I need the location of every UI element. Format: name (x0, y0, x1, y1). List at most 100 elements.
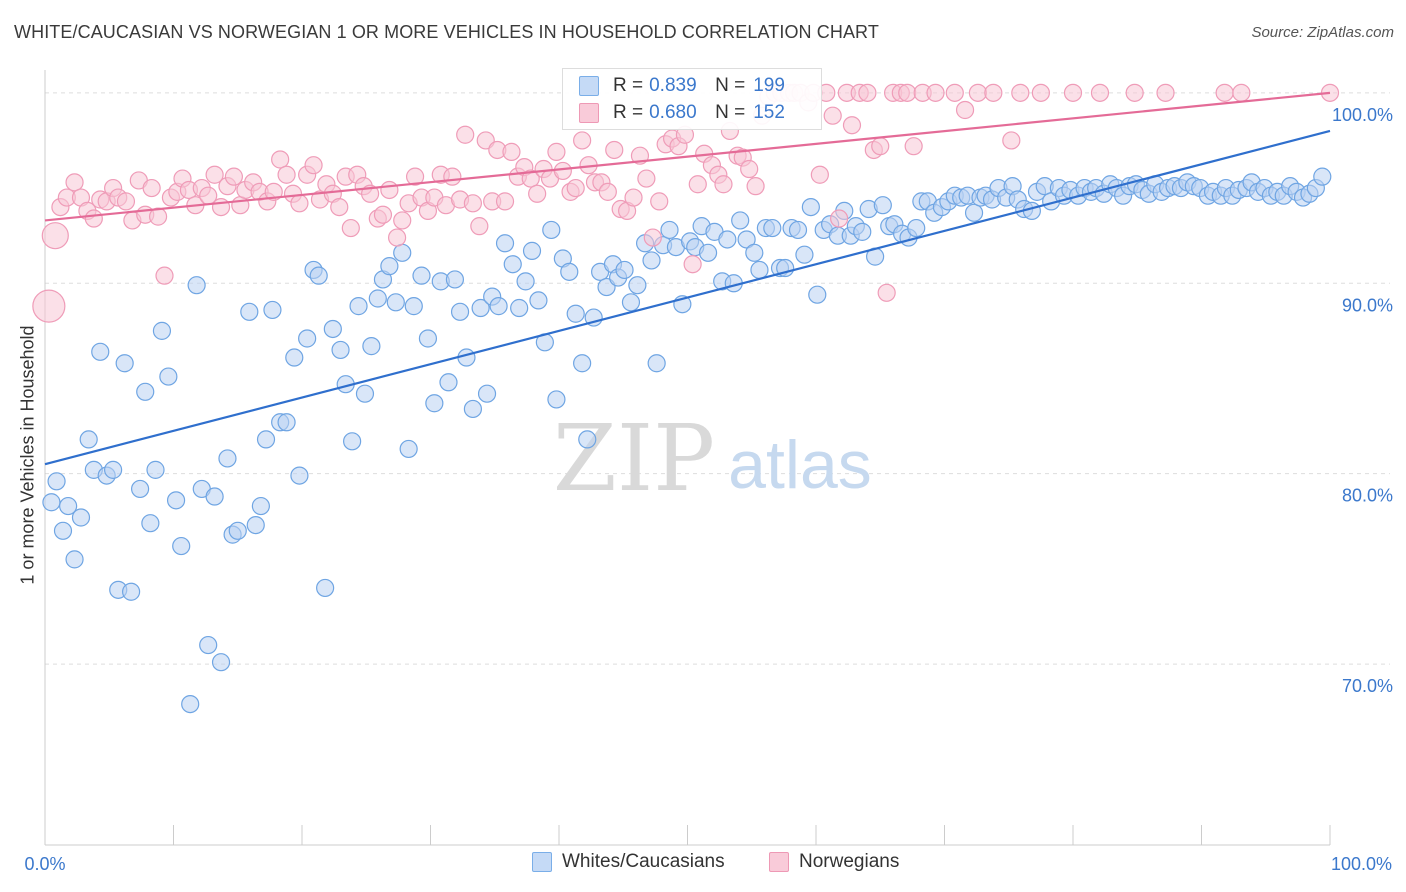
point-whites (316, 578, 335, 598)
point-whites (763, 218, 782, 238)
point-norwegians (842, 116, 862, 135)
point-norwegians (573, 131, 592, 150)
point-whites (425, 394, 444, 413)
watermark-zip: ZIP (553, 405, 715, 512)
point-norwegians (380, 180, 399, 200)
point-norwegians (605, 140, 624, 160)
point-norwegians (330, 198, 349, 217)
point-whites (404, 297, 423, 316)
point-whites (159, 367, 178, 386)
point-whites (290, 466, 309, 485)
point-whites (628, 276, 647, 295)
point-whites (718, 230, 737, 249)
chart-title: WHITE/CAUCASIAN VS NORWEGIAN 1 OR MORE V… (14, 22, 879, 42)
point-whites (647, 354, 666, 373)
point-whites (71, 508, 91, 527)
point-norwegians (650, 192, 669, 211)
point-whites (256, 430, 276, 449)
point-whites (91, 342, 110, 361)
point-norwegians (341, 218, 360, 238)
point-whites (731, 211, 750, 230)
point-whites (47, 472, 66, 491)
point-norwegians (405, 167, 425, 186)
point-whites (522, 241, 542, 260)
point-norwegians (502, 142, 521, 161)
point-whites (115, 354, 134, 373)
point-whites (199, 635, 218, 655)
point-norwegians (746, 177, 765, 196)
point-whites (439, 373, 458, 392)
point-norwegians (566, 178, 585, 198)
point-whites (495, 234, 515, 253)
legend-r-label: R = (613, 75, 644, 96)
point-norwegians (683, 255, 702, 274)
point-whites (136, 382, 155, 401)
point-norwegians (521, 169, 540, 188)
series-whites-points (42, 167, 1332, 714)
point-whites (172, 536, 191, 556)
point-norwegians (373, 205, 393, 224)
point-whites (277, 413, 296, 432)
legend-row-norwegians: R = 0.680 N = 152 (579, 100, 819, 126)
point-whites (79, 430, 98, 449)
point-whites (471, 298, 490, 318)
point-norwegians (304, 156, 323, 175)
point-norwegians (290, 194, 309, 213)
point-whites (801, 198, 820, 217)
point-norwegians (926, 83, 945, 102)
point-norwegians (155, 266, 174, 285)
y-tick-label: 100.0% (1332, 105, 1393, 125)
point-norwegians (1002, 131, 1021, 150)
legend-item-norwegians[interactable]: Norwegians (769, 851, 899, 873)
point-whites (529, 291, 548, 310)
legend-r-value: 0.680 (649, 102, 697, 123)
point-norwegians (714, 175, 733, 194)
point-norwegians (624, 188, 643, 207)
point-whites (309, 266, 328, 285)
legend-n-value: 152 (753, 102, 785, 123)
point-whites (418, 329, 438, 348)
point-norwegians (1156, 83, 1175, 102)
point-norwegians (470, 217, 489, 236)
series-legend: Whites/Caucasians Norwegians (0, 851, 1406, 879)
y-tick-label: 80.0% (1342, 486, 1393, 506)
point-norwegians (810, 165, 829, 184)
point-whites (349, 297, 368, 316)
point-whites (166, 491, 186, 510)
y-tick-label: 70.0% (1342, 676, 1393, 696)
point-whites (323, 319, 342, 339)
point-whites (263, 300, 282, 320)
point-whites (59, 496, 78, 516)
point-whites (412, 266, 431, 285)
point-whites (141, 514, 160, 533)
point-whites (228, 521, 247, 540)
source-label: Source: ZipAtlas.com (1251, 24, 1394, 41)
legend-n-value: 199 (753, 75, 785, 96)
point-whites (205, 487, 224, 506)
legend-item-whites[interactable]: Whites/Caucasians (532, 851, 725, 873)
point-whites (218, 449, 237, 468)
point-whites (477, 384, 497, 403)
point-norwegians (387, 228, 407, 247)
point-whites (343, 432, 362, 451)
point-norwegians (871, 137, 890, 156)
trend-line-norwegians (44, 91, 1331, 222)
point-whites (463, 399, 483, 419)
point-whites (246, 515, 265, 535)
point-whites (121, 582, 141, 601)
point-whites (964, 203, 984, 222)
point-norwegians (688, 175, 707, 194)
legend-swatch-blue (532, 852, 552, 872)
legend-r-value: 0.839 (649, 75, 697, 96)
point-whites (393, 243, 412, 262)
point-whites (285, 348, 304, 367)
point-norwegians (858, 83, 877, 102)
legend-swatch-blue (579, 76, 599, 96)
point-norwegians (984, 83, 1003, 102)
point-whites (516, 272, 535, 291)
correlation-legend: R = 0.839 N = 199 R = 0.680 N = 152 (562, 68, 822, 130)
legend-n-label: N = (715, 75, 746, 96)
point-norwegians (830, 209, 849, 228)
point-whites (615, 260, 634, 280)
